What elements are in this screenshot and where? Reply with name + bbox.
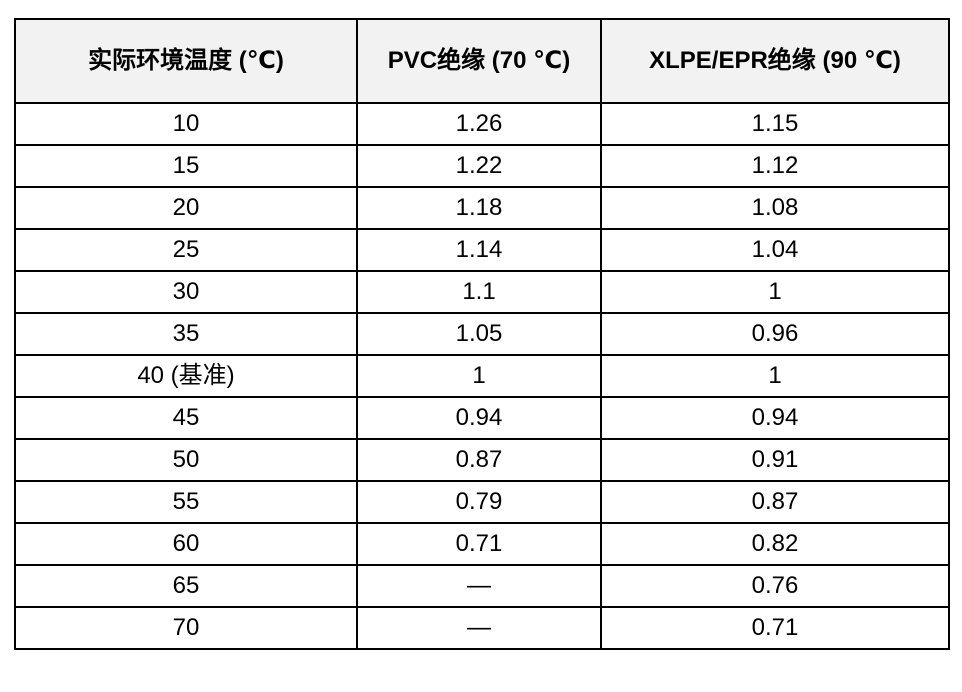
temperature-correction-table: 实际环境温度 (℃) PVC绝缘 (70 ℃) XLPE/EPR绝缘 (90 ℃… <box>14 18 950 650</box>
column-header-ambient-temperature: 实际环境温度 (℃) <box>14 18 358 104</box>
cell-temperature: 45 <box>14 396 358 440</box>
cell-temperature: 65 <box>14 564 358 608</box>
table-row: 15 1.22 1.12 <box>14 144 950 188</box>
table-body: 10 1.26 1.15 15 1.22 1.12 20 1.18 1.08 25 1.14 1.04… <box>14 102 950 650</box>
cell-pvc-factor: 0.87 <box>356 438 602 482</box>
cell-xlpe-factor: 0.71 <box>600 606 950 650</box>
cell-xlpe-factor: 1 <box>600 270 950 314</box>
cell-pvc-factor: — <box>356 564 602 608</box>
cell-xlpe-factor: 0.91 <box>600 438 950 482</box>
cell-temperature: 25 <box>14 228 358 272</box>
cell-temperature: 50 <box>14 438 358 482</box>
cell-xlpe-factor: 0.94 <box>600 396 950 440</box>
cell-pvc-factor: 1.14 <box>356 228 602 272</box>
cell-temperature: 55 <box>14 480 358 524</box>
table-row: 35 1.05 0.96 <box>14 312 950 356</box>
cell-temperature: 20 <box>14 186 358 230</box>
table-row: 20 1.18 1.08 <box>14 186 950 230</box>
table-row: 45 0.94 0.94 <box>14 396 950 440</box>
cell-xlpe-factor: 1.12 <box>600 144 950 188</box>
table-row: 40 (基准) 1 1 <box>14 354 950 398</box>
cell-pvc-factor: 1.26 <box>356 102 602 146</box>
cell-temperature: 40 (基准) <box>14 354 358 398</box>
cell-pvc-factor: 1 <box>356 354 602 398</box>
cell-temperature: 60 <box>14 522 358 566</box>
cell-pvc-factor: 1.18 <box>356 186 602 230</box>
cell-pvc-factor: 1.05 <box>356 312 602 356</box>
table-row: 60 0.71 0.82 <box>14 522 950 566</box>
cell-xlpe-factor: 1.08 <box>600 186 950 230</box>
cell-xlpe-factor: 0.76 <box>600 564 950 608</box>
table-row: 50 0.87 0.91 <box>14 438 950 482</box>
table-row: 65—0.76 <box>14 564 950 608</box>
column-header-xlpe-epr-insulation: XLPE/EPR绝缘 (90 ℃) <box>600 18 950 104</box>
table-row: 55 0.79 0.87 <box>14 480 950 524</box>
cell-pvc-factor: 0.79 <box>356 480 602 524</box>
cell-xlpe-factor: 1.15 <box>600 102 950 146</box>
cell-temperature: 15 <box>14 144 358 188</box>
cell-pvc-factor: — <box>356 606 602 650</box>
cell-pvc-factor: 1.1 <box>356 270 602 314</box>
table-row: 70—0.71 <box>14 606 950 650</box>
cell-pvc-factor: 0.71 <box>356 522 602 566</box>
column-header-pvc-insulation: PVC绝缘 (70 ℃) <box>356 18 602 104</box>
cell-xlpe-factor: 0.87 <box>600 480 950 524</box>
cell-temperature: 70 <box>14 606 358 650</box>
cell-temperature: 35 <box>14 312 358 356</box>
table-header-row: 实际环境温度 (℃) PVC绝缘 (70 ℃) XLPE/EPR绝缘 (90 ℃… <box>14 18 950 104</box>
table-header: 实际环境温度 (℃) PVC绝缘 (70 ℃) XLPE/EPR绝缘 (90 ℃… <box>14 18 950 104</box>
cell-xlpe-factor: 0.82 <box>600 522 950 566</box>
table-row: 10 1.26 1.15 <box>14 102 950 146</box>
cell-pvc-factor: 0.94 <box>356 396 602 440</box>
cell-xlpe-factor: 1.04 <box>600 228 950 272</box>
cell-temperature: 30 <box>14 270 358 314</box>
cell-pvc-factor: 1.22 <box>356 144 602 188</box>
cell-xlpe-factor: 0.96 <box>600 312 950 356</box>
table-row: 25 1.14 1.04 <box>14 228 950 272</box>
cell-temperature: 10 <box>14 102 358 146</box>
cell-xlpe-factor: 1 <box>600 354 950 398</box>
table-row: 30 1.1 1 <box>14 270 950 314</box>
